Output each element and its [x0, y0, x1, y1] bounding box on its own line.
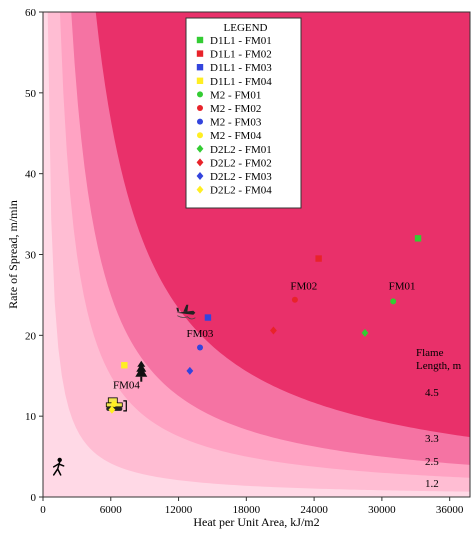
walking-person-icon	[52, 457, 65, 476]
y-tick-label: 0	[31, 492, 37, 504]
data-point	[390, 298, 397, 305]
legend-entry: D2L2 - FM01	[210, 144, 272, 156]
data-point	[361, 328, 369, 337]
legend-marker	[196, 36, 204, 44]
legend-entry: M2 - FM02	[210, 103, 261, 115]
x-tick-label: 6000	[100, 504, 123, 516]
person-body	[52, 461, 65, 476]
y-tick-label: 10	[25, 411, 37, 423]
aircraft-wing	[183, 304, 189, 312]
x-tick-label: 24000	[300, 504, 328, 516]
data-point	[186, 366, 194, 375]
point-annotation: FM02	[290, 280, 317, 292]
x-axis: 0 6000 12000 18000 24000 30000 36000	[40, 497, 464, 516]
flame-length-level: 1.2	[425, 478, 439, 490]
data-points	[108, 235, 422, 414]
legend-box	[185, 17, 302, 209]
flame-length-level: 3.3	[425, 433, 439, 445]
legend-entry: D1L1 - FM03	[210, 62, 272, 74]
data-point	[414, 235, 422, 242]
x-tick-label: 36000	[436, 504, 464, 516]
y-tick-label: 30	[25, 250, 37, 262]
legend-marker	[197, 118, 203, 125]
legend-marker	[197, 91, 203, 98]
y-axis-label: Rate of Spread, m/min	[6, 200, 20, 309]
aircraft-icon	[176, 304, 196, 320]
x-tick-label: 30000	[368, 504, 396, 516]
legend-entry: M2 - FM01	[210, 89, 261, 101]
legend-entry: M2 - FM03	[210, 117, 262, 129]
dozer-blade	[123, 400, 127, 412]
person-head	[57, 457, 62, 463]
tree-trunk	[140, 376, 143, 382]
aircraft-body	[176, 310, 196, 315]
flame-length-title: Length, m	[416, 360, 462, 372]
x-tick-label: 18000	[233, 504, 261, 516]
data-point	[111, 401, 118, 408]
legend-entry: D1L1 - FM04	[210, 76, 272, 88]
legend-marker	[196, 185, 204, 194]
point-annotation: FM01	[389, 280, 416, 292]
legend-marker	[197, 132, 203, 139]
legend-entry: D2L2 - FM04	[210, 185, 272, 197]
data-point	[108, 405, 116, 414]
legend-marker	[196, 158, 204, 167]
flame-length-level: 2.5	[425, 456, 439, 468]
aircraft-smoke	[177, 315, 196, 320]
x-tick-label: 12000	[165, 504, 193, 516]
tree-icon	[135, 360, 148, 382]
legend-entry: D2L2 - FM03	[210, 171, 272, 183]
y-tick-label: 60	[25, 7, 37, 19]
legend-entry: D1L1 - FM02	[210, 49, 272, 61]
tree-crown	[135, 360, 148, 377]
legend-entry: D2L2 - FM02	[210, 157, 272, 169]
legend-marker	[196, 144, 204, 153]
data-point	[291, 296, 298, 303]
annotations: FM01 FM02 FM03 FM04	[113, 280, 416, 391]
legend-marker	[196, 50, 204, 57]
legend-marker	[197, 105, 203, 111]
y-tick-label: 20	[25, 330, 37, 342]
data-point	[204, 314, 212, 321]
legend-entry: D1L1 - FM01	[210, 35, 272, 47]
legend-marker	[196, 77, 204, 84]
data-point	[197, 344, 204, 351]
y-tick-label: 50	[25, 88, 37, 100]
x-tick-label: 0	[40, 504, 46, 516]
legend-entry: M2 - FM04	[210, 130, 262, 142]
legend-marker	[196, 172, 204, 180]
point-annotation: FM03	[186, 328, 213, 340]
flame-length-title: Flame	[416, 347, 444, 359]
x-axis-label: Heat per Unit Area, kJ/m2	[193, 515, 319, 529]
data-point	[270, 326, 277, 335]
point-annotation: FM04	[113, 380, 140, 392]
flame-length-level: 4.5	[425, 387, 439, 399]
aircraft-tail	[176, 307, 180, 312]
legend-title: LEGEND	[224, 22, 268, 34]
y-axis: 0 10 20 30 40 50 60	[25, 7, 43, 504]
legend-marker	[196, 64, 204, 71]
data-point	[315, 255, 322, 262]
data-point	[121, 362, 128, 369]
y-tick-label: 40	[25, 169, 37, 181]
